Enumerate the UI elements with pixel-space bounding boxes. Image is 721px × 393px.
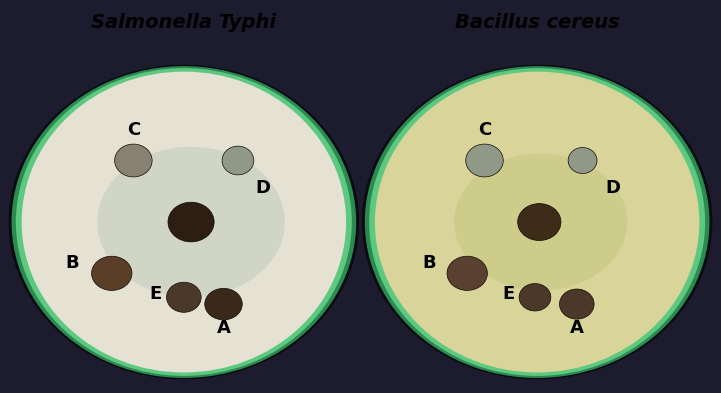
Ellipse shape — [16, 68, 352, 376]
Ellipse shape — [369, 68, 705, 376]
Ellipse shape — [222, 146, 254, 175]
Text: C: C — [127, 121, 140, 139]
Ellipse shape — [447, 256, 487, 290]
Text: Salmonella Typhi: Salmonella Typhi — [92, 13, 276, 33]
Ellipse shape — [568, 147, 597, 173]
Ellipse shape — [92, 256, 132, 290]
Ellipse shape — [22, 72, 346, 373]
Ellipse shape — [518, 204, 561, 241]
Ellipse shape — [167, 282, 201, 312]
Text: B: B — [66, 254, 79, 272]
Ellipse shape — [115, 144, 152, 177]
Ellipse shape — [97, 147, 285, 297]
Ellipse shape — [365, 66, 709, 378]
Text: Bacillus cereus: Bacillus cereus — [455, 13, 619, 33]
Ellipse shape — [205, 288, 242, 320]
Text: B: B — [423, 254, 435, 272]
Ellipse shape — [454, 154, 627, 290]
Ellipse shape — [168, 202, 214, 242]
Text: D: D — [256, 179, 270, 197]
Text: A: A — [570, 319, 584, 337]
Ellipse shape — [375, 72, 699, 373]
Ellipse shape — [466, 144, 503, 177]
Ellipse shape — [9, 65, 359, 379]
Text: E: E — [149, 285, 161, 303]
Ellipse shape — [362, 65, 712, 379]
Text: D: D — [606, 179, 620, 197]
Text: C: C — [478, 121, 491, 139]
Ellipse shape — [12, 66, 356, 378]
Ellipse shape — [559, 289, 594, 319]
Text: E: E — [503, 285, 514, 303]
Text: A: A — [216, 319, 231, 337]
Ellipse shape — [519, 284, 551, 311]
